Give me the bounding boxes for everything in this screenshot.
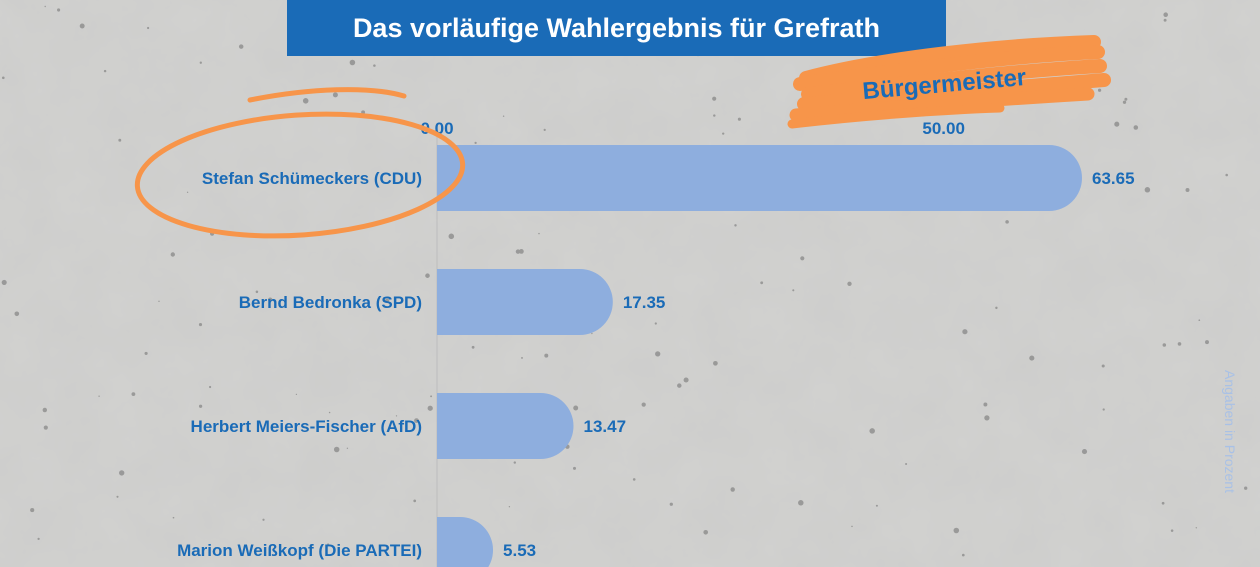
- bar: [437, 269, 613, 335]
- x-tick-label: 50.00: [922, 119, 965, 138]
- highlight-circle: [134, 111, 466, 239]
- category-label: Stefan Schümeckers (CDU): [202, 169, 422, 188]
- category-label: Bernd Bedronka (SPD): [239, 293, 422, 312]
- value-label: 17.35: [623, 293, 666, 312]
- chart-title: Das vorläufige Wahlergebnis für Grefrath: [287, 0, 946, 56]
- side-note: Angaben in Prozent: [1222, 370, 1238, 493]
- bar: [437, 145, 1082, 211]
- value-label: 5.53: [503, 541, 536, 560]
- bar: [437, 393, 574, 459]
- highlight-circle-tail: [247, 87, 407, 103]
- category-label: Marion Weißkopf (Die PARTEI): [177, 541, 422, 560]
- x-tick-label: 0.00: [420, 119, 453, 138]
- subtitle-brush-highlight: [787, 35, 1111, 129]
- bar: [437, 517, 494, 567]
- value-label: 13.47: [583, 417, 626, 436]
- category-label: Herbert Meiers-Fischer (AfD): [191, 417, 422, 436]
- value-label: 63.65: [1092, 169, 1135, 188]
